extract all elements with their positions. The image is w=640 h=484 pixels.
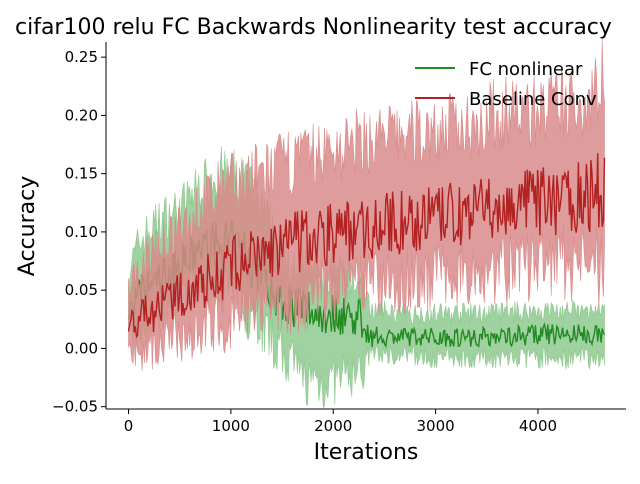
legend-label: FC nonlinear [469,59,583,80]
series-line [127,153,606,339]
legend-item: Baseline Conv [415,89,597,110]
legend-item: FC nonlinear [415,59,583,80]
x-tick-label: 2000 [314,417,352,435]
x-axis-label: Iterations [314,440,419,465]
y-tick-label: 0.20 [65,106,98,124]
x-tick-label: 4000 [519,417,557,435]
chart-title: cifar100 relu FC Backwards Nonlinearity … [15,15,612,40]
y-tick-label: 0.00 [65,339,98,357]
y-axis-ticks: −0.05 0.00 0.05 0.10 0.15 0.20 0.25 [52,48,106,416]
y-tick-label: 0.10 [65,223,98,241]
plot-area [127,39,606,409]
y-tick-label: 0.25 [65,48,98,66]
x-axis-ticks: 0 1000 2000 3000 4000 [124,409,557,435]
x-tick-label: 3000 [417,417,455,435]
y-axis-label: Accuracy [15,176,40,276]
legend-label: Baseline Conv [469,89,597,110]
series-band [128,39,605,372]
x-tick-label: 0 [124,417,134,435]
y-tick-label: 0.05 [65,281,98,299]
legend: FC nonlinear Baseline Conv [415,59,597,110]
x-tick-label: 1000 [212,417,250,435]
y-tick-label: −0.05 [52,398,98,416]
y-tick-label: 0.15 [65,165,98,183]
series-1 [127,39,606,372]
